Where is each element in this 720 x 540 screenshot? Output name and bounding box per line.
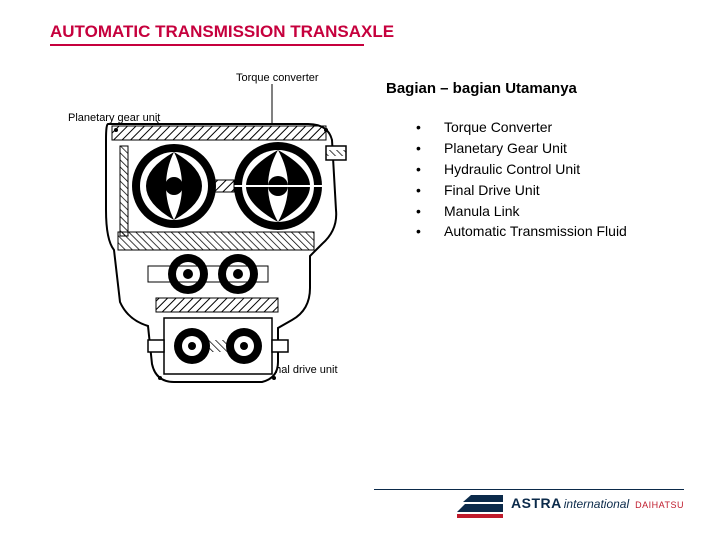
list-item: Torque Converter xyxy=(416,118,627,137)
list-item: Hydraulic Control Unit xyxy=(416,160,627,179)
bullet-list: Torque Converter Planetary Gear Unit Hyd… xyxy=(416,118,627,243)
logo-word-primary: ASTRA xyxy=(511,495,562,511)
title-underline xyxy=(50,44,364,46)
astra-mark-icon xyxy=(457,490,503,518)
list-item: Final Drive Unit xyxy=(416,181,627,200)
logo-word-secondary: international xyxy=(564,497,629,511)
transmission-diagram: Torque converter Planetary gear unit Fin… xyxy=(48,68,378,404)
footer-logo: ASTRAinternational DAIHATSU xyxy=(457,490,684,518)
list-item: Automatic Transmission Fluid xyxy=(416,222,627,241)
logo-text: ASTRAinternational DAIHATSU xyxy=(511,496,684,512)
transmission-cutaway-icon xyxy=(78,90,358,390)
page-title: AUTOMATIC TRANSMISSION TRANSAXLE xyxy=(50,22,394,42)
logo-word-tertiary: DAIHATSU xyxy=(635,500,684,510)
list-item: Manula Link xyxy=(416,202,627,221)
list-item: Planetary Gear Unit xyxy=(416,139,627,158)
section-heading: Bagian – bagian Utamanya xyxy=(386,80,577,97)
